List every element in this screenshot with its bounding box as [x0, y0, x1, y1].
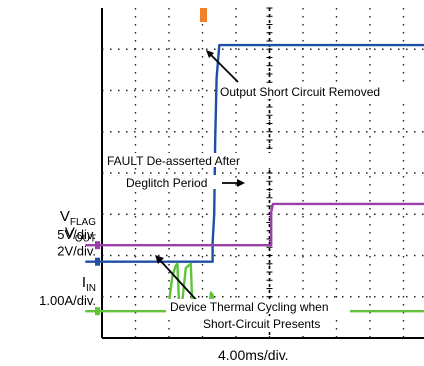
channel-name-main: I — [82, 274, 86, 291]
channel-marker-vout — [95, 257, 100, 266]
annotation-thermal-line2: Short-Circuit Presents — [203, 317, 320, 331]
annotation-fault-deasserted: FAULT De-asserted After Deglitch Period — [104, 153, 280, 190]
channel-name-vout: VOUT — [65, 225, 96, 245]
annotation-short-removed-text: Output Short Circuit Removed — [220, 85, 380, 99]
channel-scale-vout: 2V/div. — [57, 244, 96, 259]
annotation-thermal-line1: Device Thermal Cycling when — [170, 300, 329, 314]
annotation-bg — [104, 153, 280, 167]
channel-scale-vflag: 5V/div. — [57, 227, 96, 242]
annotation-arrowhead — [237, 179, 245, 187]
channel-marker-iin — [95, 307, 100, 316]
annotation-bg — [198, 316, 328, 331]
channel-marker-vflag — [95, 241, 100, 250]
annotation-fault-line1: FAULT De-asserted After — [107, 154, 240, 168]
annotation-arrowhead — [206, 50, 214, 58]
channel-name-sub: OUT — [75, 234, 96, 245]
annotation-bg — [218, 83, 424, 99]
annotation-arrow — [157, 257, 201, 305]
annotation-arrow — [207, 51, 239, 83]
channel-name-sub: FLAG — [70, 217, 96, 228]
annotation-bg — [124, 175, 220, 189]
annotation-short-removed: Output Short Circuit Removed — [206, 50, 424, 99]
trigger-marker — [200, 8, 207, 22]
annotation-arrowhead — [155, 255, 164, 264]
annotation-bg — [166, 299, 350, 314]
trace-vflag — [85, 202, 424, 247]
trace-iin — [85, 262, 424, 313]
channel-name-iin: IIN — [82, 274, 96, 294]
annotation-fault-line2: Deglitch Period — [126, 176, 207, 190]
scope-graticule — [101, 7, 424, 339]
channel-name-main: V — [60, 208, 70, 225]
timebase-label: 4.00ms/div. — [218, 347, 289, 363]
annotation-thermal-cycling: Device Thermal Cycling when Short-Circui… — [155, 255, 350, 331]
channel-scale-iin: 1.00A/div. — [39, 293, 96, 308]
channel-name-vflag: VFLAG — [60, 208, 96, 228]
channel-name-main: V — [65, 225, 75, 242]
channel-name-sub: IN — [86, 283, 96, 294]
